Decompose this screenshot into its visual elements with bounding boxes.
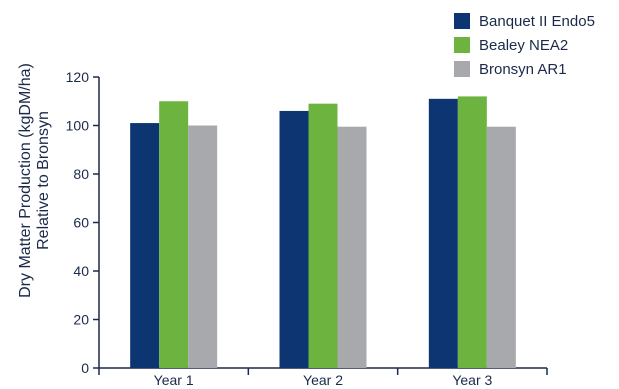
y-axis-title-line-1: Dry Matter Production (kgDM/ha) <box>17 63 34 298</box>
bar-bronsyn-year-1 <box>188 125 218 368</box>
y-tick-label-100: 100 <box>66 118 90 134</box>
y-tick-label-20: 20 <box>73 312 89 328</box>
legend-swatch-bealey <box>454 37 470 53</box>
x-tick-label-year-2: Year 2 <box>303 372 343 388</box>
y-axis-title-line-2: Relative to Bronsyn <box>35 111 52 250</box>
legend-item-bronsyn: Bronsyn AR1 <box>454 58 595 80</box>
legend-item-banquet: Banquet II Endo5 <box>454 10 595 32</box>
x-tick-label-year-3: Year 3 <box>452 372 492 388</box>
bar-banquet-year-3 <box>428 98 458 368</box>
bar-banquet-year-1 <box>130 123 160 368</box>
legend-swatch-bronsyn <box>454 61 470 77</box>
x-axis: Year 1 Year 2 Year 3 <box>98 367 548 388</box>
y-tick-label-60: 60 <box>73 215 89 231</box>
legend-swatch-banquet <box>454 13 470 29</box>
y-axis-title: Dry Matter Production (kgDM/ha) Relative… <box>0 0 70 375</box>
y-axis: 0 20 40 60 80 100 120 <box>66 69 100 376</box>
legend: Banquet II Endo5 Bealey NEA2 Bronsyn AR1 <box>454 10 595 82</box>
bar-banquet-year-2 <box>279 110 309 368</box>
y-tick-label-0: 0 <box>81 360 89 376</box>
legend-item-bealey: Bealey NEA2 <box>454 34 595 56</box>
y-tick-label-80: 80 <box>73 166 89 182</box>
bar-bronsyn-year-2 <box>337 126 367 369</box>
y-tick-label-40: 40 <box>73 263 89 279</box>
bar-bronsyn-year-3 <box>486 126 516 369</box>
legend-label-bealey: Bealey NEA2 <box>479 36 569 54</box>
bar-bealey-year-2 <box>308 103 338 369</box>
x-tick-label-year-1: Year 1 <box>154 372 194 388</box>
bar-bealey-year-3 <box>457 96 487 369</box>
legend-label-banquet: Banquet II Endo5 <box>479 12 595 30</box>
bars <box>130 96 516 369</box>
bar-bealey-year-1 <box>159 101 189 368</box>
legend-label-bronsyn: Bronsyn AR1 <box>479 60 567 78</box>
y-tick-label-120: 120 <box>66 69 90 85</box>
